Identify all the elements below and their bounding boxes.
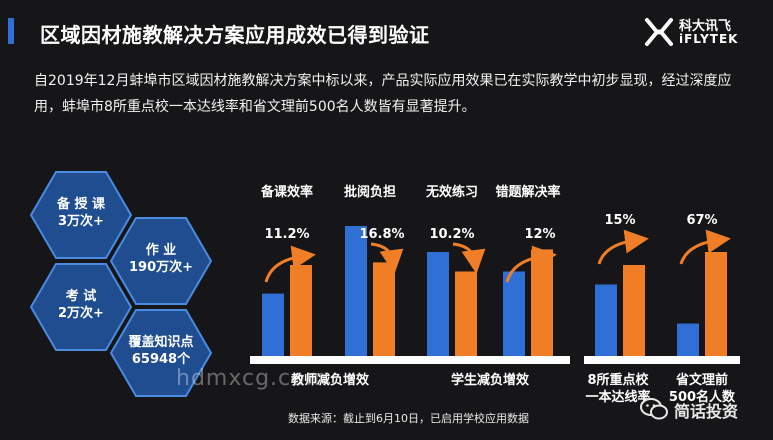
hexagon-lesson-prep: [29, 171, 133, 259]
trend-down-arrow: [370, 242, 404, 274]
bar-blue: [262, 293, 284, 356]
wechat-icon: [640, 398, 668, 420]
iflytek-logo: 科大讯飞 iFLYTEK: [643, 12, 763, 52]
intro-paragraph: 自2019年12月蚌埠市区域因材施教解决方案中标以来，产品实际应用效果已在实际教…: [34, 68, 754, 120]
header: 区域因材施教解决方案应用成效已得到验证 科大讯飞 iFLYTEK: [0, 12, 773, 50]
trend-up-arrow: [679, 229, 731, 265]
trend-up-arrow: [505, 245, 557, 283]
category-label: 无效练习: [425, 184, 478, 200]
intro-line-1: 自2019年12月蚌埠市区域因材施教解决方案中标以来，产品实际应用效果已在实际教…: [34, 73, 732, 89]
hexagon-homework-title: 作 业: [145, 243, 177, 258]
wechat-badge: 简话投资: [640, 396, 770, 426]
bar-orange: [290, 265, 312, 356]
bar-orange: [373, 262, 395, 356]
change-label: 10.2%: [429, 227, 474, 242]
hexagon-lesson-prep-title: 备 授 课: [56, 197, 106, 212]
hexagon-exam: [29, 263, 133, 351]
change-label: 15%: [604, 213, 635, 228]
group-label-student: 学生减负增效: [451, 372, 530, 388]
hexagon-shapes: [29, 171, 213, 397]
trend-down-arrow: [452, 242, 486, 274]
data-source-note: 数据来源：截止到6月10日，已启用学校应用数据: [288, 412, 529, 425]
trend-up-arrow: [597, 229, 649, 265]
hexagon-exam-value: 2万次+: [58, 306, 104, 321]
change-label: 16.8%: [359, 227, 404, 242]
hexagon-homework: [109, 217, 213, 305]
wechat-account-name: 简话投资: [674, 402, 739, 421]
category-label: 备课效率: [260, 184, 313, 200]
header-accent-bar: [8, 18, 14, 44]
change-label: 12%: [524, 227, 555, 242]
category-label: 错题解决率: [495, 184, 560, 200]
change-label: 67%: [686, 213, 717, 228]
bar-orange: [531, 249, 553, 356]
group-label-province-line1: 省文理前: [675, 372, 728, 388]
bar-orange: [455, 271, 477, 356]
category-label: 批阅负担: [344, 184, 396, 200]
group-label-school-line1: 8所重点校: [587, 372, 649, 388]
logo-text-en: iFLYTEK: [679, 32, 739, 46]
chart-baseline-right: [584, 356, 740, 364]
group-label-school-line2: 一本达线率: [585, 389, 650, 405]
trend-up-arrow: [264, 245, 316, 283]
hexagon-knowledge-value: 65948个: [131, 352, 191, 367]
iflytek-mark-icon: [645, 18, 673, 46]
group-label-teacher: 教师减负增效: [290, 372, 370, 388]
hexagon-homework-label: 作 业 190万次+: [111, 242, 211, 276]
hexagon-lesson-prep-value: 3万次+: [58, 214, 104, 229]
bar-blue: [677, 323, 699, 356]
intro-line-2: 用，蚌埠市8所重点校一本达线率和省文理前500名人数皆有显著提升。: [34, 99, 476, 115]
bar-orange: [705, 252, 727, 356]
usage-hexagons: 备 授 课 3万次+ 作 业 190万次+ 考 试 2万次+ 覆盖知识点 659…: [0, 160, 240, 440]
change-label: 11.2%: [264, 227, 309, 242]
hexagon-lesson-prep-label: 备 授 课 3万次+: [31, 196, 131, 230]
bar-blue: [345, 226, 367, 356]
hexagon-exam-title: 考 试: [65, 289, 97, 304]
hexagon-homework-value: 190万次+: [128, 260, 194, 275]
hexagon-exam-label: 考 试 2万次+: [31, 288, 131, 322]
bar-blue: [503, 271, 525, 356]
hexagon-knowledge: [109, 309, 213, 397]
hexagon-knowledge-label: 覆盖知识点 65948个: [111, 334, 211, 368]
watermark-text: hdmxcg.com: [176, 366, 329, 391]
hexagon-knowledge-title: 覆盖知识点: [128, 335, 194, 350]
bar-blue: [595, 284, 617, 356]
logo-text-cn: 科大讯飞: [679, 19, 732, 34]
bar-orange: [623, 265, 645, 356]
chart-baseline-left: [250, 356, 570, 364]
page-title: 区域因材施教解决方案应用成效已得到验证: [40, 23, 430, 47]
group-label-province-line2: 500名人数: [669, 389, 736, 405]
bar-blue: [427, 252, 449, 356]
